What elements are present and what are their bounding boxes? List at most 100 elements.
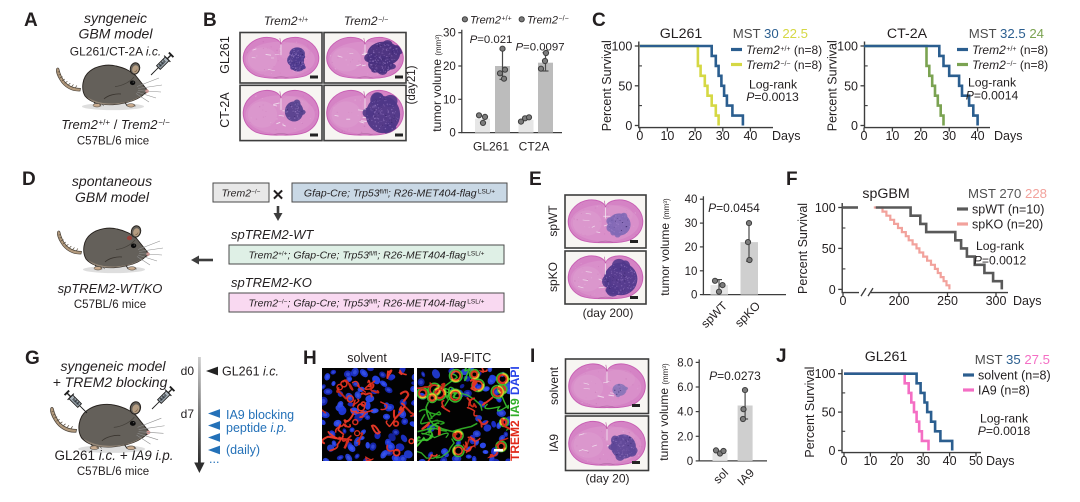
svg-text:Trem2 −/−: Trem2 −/− bbox=[344, 14, 389, 28]
svg-text:P=0.0014: P=0.0014 bbox=[966, 89, 1019, 103]
svg-text:d0: d0 bbox=[181, 364, 195, 378]
svg-text:spKO: spKO bbox=[546, 262, 560, 292]
svg-text:spTREM2-KO: spTREM2-KO bbox=[231, 275, 312, 290]
svg-text:0: 0 bbox=[625, 119, 632, 133]
svg-text:50: 50 bbox=[822, 406, 836, 420]
svg-text:GBM model: GBM model bbox=[75, 189, 150, 205]
svg-text:Log-rank: Log-rank bbox=[976, 239, 1025, 253]
svg-text:8.0: 8.0 bbox=[677, 357, 693, 369]
svg-text:20: 20 bbox=[914, 129, 928, 143]
svg-text:Percent Survival: Percent Survival bbox=[600, 40, 614, 131]
svg-text:Percent Survival: Percent Survival bbox=[803, 367, 817, 458]
svg-text:MST 30 22.5: MST 30 22.5 bbox=[733, 26, 808, 41]
svg-text:2.0: 2.0 bbox=[677, 431, 693, 443]
svg-text:GBM model: GBM model bbox=[79, 26, 154, 42]
svg-text:Trem2 −/−: Trem2 −/− bbox=[527, 14, 569, 26]
svg-text:250: 250 bbox=[937, 294, 958, 308]
svg-text:30: 30 bbox=[716, 129, 730, 143]
svg-text:100: 100 bbox=[837, 40, 858, 54]
svg-text:100: 100 bbox=[611, 40, 632, 54]
svg-text:D: D bbox=[22, 169, 36, 190]
svg-text:+ TREM2 blocking: + TREM2 blocking bbox=[53, 374, 168, 390]
svg-text:0: 0 bbox=[687, 456, 693, 468]
svg-text:C57BL/6 mice: C57BL/6 mice bbox=[77, 466, 149, 478]
svg-text:100: 100 bbox=[815, 201, 836, 215]
svg-text:B: B bbox=[203, 10, 217, 31]
svg-text:GL261: GL261 bbox=[865, 349, 908, 365]
svg-text:30: 30 bbox=[443, 28, 456, 40]
svg-text:Gfap-Cre; Trp53fl/fl; R26-MET4: Gfap-Cre; Trp53fl/fl; R26-MET404-flag LS… bbox=[304, 187, 495, 199]
svg-text:20: 20 bbox=[685, 242, 698, 254]
svg-text:0: 0 bbox=[841, 454, 848, 468]
svg-text:Log-rank: Log-rank bbox=[968, 76, 1017, 90]
svg-text:syngeneic: syngeneic bbox=[84, 10, 147, 26]
svg-text:P=0.0013: P=0.0013 bbox=[746, 90, 799, 104]
svg-text:Trem2 +/+: Trem2 +/+ bbox=[264, 14, 309, 28]
svg-text:10: 10 bbox=[660, 129, 674, 143]
svg-text:Trem2−/−: Trem2−/− bbox=[222, 187, 261, 199]
svg-text:solvent (n=8): solvent (n=8) bbox=[978, 369, 1051, 383]
svg-text:C57BL/6 mice: C57BL/6 mice bbox=[74, 299, 146, 311]
svg-text:peptide i.p.: peptide i.p. bbox=[226, 421, 287, 435]
svg-text:Days: Days bbox=[1013, 294, 1041, 308]
svg-text:(daily): (daily) bbox=[226, 443, 260, 457]
svg-text:A: A bbox=[24, 10, 38, 31]
svg-text:30: 30 bbox=[916, 454, 930, 468]
svg-text:Trem2 +/+ / Trem2 −/−: Trem2 +/+ / Trem2 −/− bbox=[61, 117, 170, 132]
svg-text:4.0: 4.0 bbox=[677, 407, 693, 419]
svg-text:E: E bbox=[529, 169, 542, 190]
svg-text:spTREM2-WT: spTREM2-WT bbox=[231, 227, 314, 242]
svg-text:C: C bbox=[592, 10, 606, 31]
svg-text:GL261 i.c.: GL261 i.c. bbox=[222, 365, 279, 379]
svg-text:TREM2 IA9 DAPI: TREM2 IA9 DAPI bbox=[508, 366, 522, 461]
svg-text:IA9 (n=8): IA9 (n=8) bbox=[978, 384, 1030, 398]
svg-text:J: J bbox=[776, 346, 787, 367]
svg-text:100: 100 bbox=[815, 367, 836, 381]
svg-text:H: H bbox=[303, 348, 317, 369]
svg-text:300: 300 bbox=[986, 294, 1007, 308]
svg-text:10: 10 bbox=[685, 266, 698, 278]
svg-text:Days: Days bbox=[772, 129, 800, 143]
svg-text:syngeneic model: syngeneic model bbox=[60, 358, 166, 374]
svg-text:MST 35 27.5: MST 35 27.5 bbox=[975, 352, 1050, 367]
svg-text:0: 0 bbox=[861, 129, 868, 143]
svg-text:Trem2 +/+ (n=8): Trem2 +/+ (n=8) bbox=[972, 43, 1048, 57]
svg-text:spKO (n=20): spKO (n=20) bbox=[972, 218, 1043, 232]
svg-text:10: 10 bbox=[863, 454, 877, 468]
svg-text:✕: ✕ bbox=[272, 187, 285, 204]
svg-text:CT-2A: CT-2A bbox=[218, 92, 232, 128]
svg-text:tumor volume (mm³): tumor volume (mm³) bbox=[430, 34, 444, 132]
svg-text:30: 30 bbox=[942, 129, 956, 143]
svg-text:P=0.0018: P=0.0018 bbox=[978, 424, 1031, 438]
svg-text:Days: Days bbox=[994, 129, 1022, 143]
svg-text:spWT (n=10): spWT (n=10) bbox=[972, 203, 1044, 217]
svg-text:...: ... bbox=[209, 452, 219, 466]
svg-text:Days: Days bbox=[986, 454, 1014, 468]
svg-text:0: 0 bbox=[829, 283, 836, 297]
svg-text:F: F bbox=[786, 169, 798, 190]
svg-text:0: 0 bbox=[840, 294, 847, 308]
svg-text:MST 270 228: MST 270 228 bbox=[968, 186, 1047, 201]
svg-text:Log-rank: Log-rank bbox=[980, 412, 1029, 426]
svg-text:10: 10 bbox=[885, 129, 899, 143]
svg-text:GL261: GL261 bbox=[660, 26, 703, 42]
svg-text:spTREM2-WT/KO: spTREM2-WT/KO bbox=[58, 281, 163, 296]
svg-text:GL261: GL261 bbox=[218, 36, 232, 74]
svg-text:Trem2+/+; Gfap-Cre; Trp53fl/fl: Trem2+/+; Gfap-Cre; Trp53fl/fl; R26-MET4… bbox=[249, 249, 485, 261]
svg-text:CT-2A: CT-2A bbox=[887, 26, 928, 42]
svg-text:IA9 blocking: IA9 blocking bbox=[226, 408, 294, 422]
svg-text:30: 30 bbox=[685, 218, 698, 230]
svg-text:GL261/CT-2A i.c.: GL261/CT-2A i.c. bbox=[70, 45, 161, 59]
svg-text:P=0.0454: P=0.0454 bbox=[708, 201, 760, 215]
svg-text:20: 20 bbox=[443, 61, 456, 73]
svg-text:Percent Survival: Percent Survival bbox=[796, 203, 810, 294]
svg-text:solvent: solvent bbox=[547, 366, 561, 405]
svg-text:(day 20): (day 20) bbox=[585, 472, 629, 486]
svg-text:P=0.0097: P=0.0097 bbox=[515, 42, 564, 54]
svg-text:50: 50 bbox=[844, 79, 858, 93]
svg-text:IA9: IA9 bbox=[547, 434, 561, 452]
svg-text:(day 200): (day 200) bbox=[583, 306, 634, 320]
svg-text:solvent: solvent bbox=[347, 351, 387, 365]
svg-text:40: 40 bbox=[685, 194, 698, 206]
svg-text:P=0.0012: P=0.0012 bbox=[974, 254, 1027, 268]
